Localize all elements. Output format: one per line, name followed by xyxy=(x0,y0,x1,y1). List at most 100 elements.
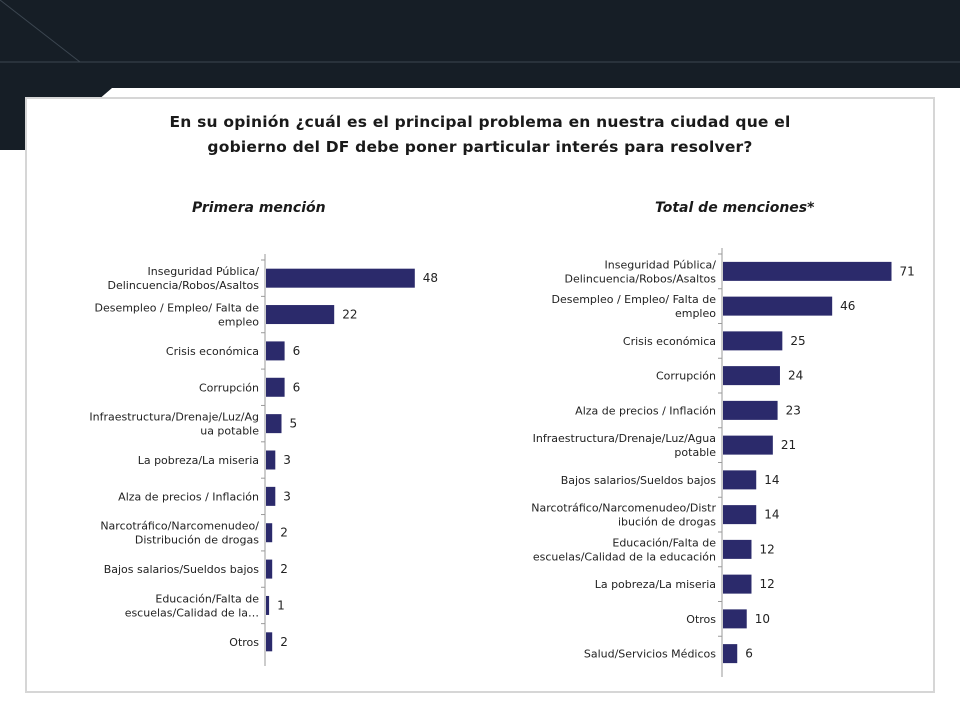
category-label: Infraestructura/Drenaje/Luz/Agua potable xyxy=(533,432,717,459)
category-label: Salud/Servicios Médicos xyxy=(584,648,716,661)
data-label: 48 xyxy=(423,271,438,285)
data-label: 6 xyxy=(293,380,301,394)
bar xyxy=(723,296,833,316)
question-line-1: En su opinión ¿cuál es el principal prob… xyxy=(169,113,791,131)
chart-primera-mencion: 48 Inseguridad Pública/Delincuencia/Robos… xyxy=(89,254,438,666)
data-label: 6 xyxy=(745,647,753,661)
category-label-line: Bajos salarios/Sueldos bajos xyxy=(104,563,260,576)
category-label: Otros xyxy=(686,613,716,626)
bar xyxy=(723,505,757,525)
category-label: Narcotráfico/Narcomenudeo/Distribución d… xyxy=(100,520,259,547)
data-label: 6 xyxy=(293,344,301,358)
bar xyxy=(266,414,282,434)
category-label-line: escuelas/Calidad de la educación xyxy=(533,550,716,563)
bar xyxy=(723,435,773,455)
category-label-line: La pobreza/La miseria xyxy=(595,578,716,591)
category-label: Bajos salarios/Sueldos bajos xyxy=(104,563,260,576)
bar xyxy=(723,261,892,281)
bar xyxy=(266,595,270,615)
bar xyxy=(266,377,285,397)
content-panel xyxy=(25,97,935,693)
chart-title-total: Total de menciones* xyxy=(655,200,815,216)
data-label: 22 xyxy=(342,308,357,322)
data-label: 46 xyxy=(840,299,855,313)
chart-title-primera: Primera mención xyxy=(192,200,326,216)
category-label-line: Bajos salarios/Sueldos bajos xyxy=(561,474,717,487)
data-label: 21 xyxy=(781,438,796,452)
category-label-line: Inseguridad Pública/ xyxy=(605,258,717,271)
category-label-line: Otros xyxy=(686,613,716,626)
category-label-line: Otros xyxy=(229,636,259,649)
category-label-line: ibución de drogas xyxy=(618,516,716,529)
data-label: 12 xyxy=(759,577,774,591)
data-label: 1 xyxy=(277,598,285,612)
category-label: Alza de precios / Inflación xyxy=(118,490,259,503)
category-label-line: potable xyxy=(674,446,716,459)
category-label-line: Alza de precios / Inflación xyxy=(118,490,259,503)
category-label: Otros xyxy=(229,636,259,649)
category-label-line: Inseguridad Pública/ xyxy=(148,265,260,278)
category-label-line: empleo xyxy=(218,316,259,329)
bar xyxy=(266,341,285,361)
category-label-line: Desempleo / Empleo/ Falta de xyxy=(94,302,259,315)
category-label-line: Delincuencia/Robos/Asaltos xyxy=(108,279,260,292)
category-label: Bajos salarios/Sueldos bajos xyxy=(561,474,717,487)
category-label: Alza de precios / Inflación xyxy=(575,404,716,417)
category-label-line: Narcotráfico/Narcomenudeo/Distr xyxy=(531,502,716,515)
category-label: Crisis económica xyxy=(166,345,259,358)
chart-total-menciones: 71 Inseguridad Pública/Delincuencia/Robos… xyxy=(531,248,915,677)
data-label: 71 xyxy=(900,264,915,278)
data-label: 14 xyxy=(764,473,779,487)
bar xyxy=(723,366,780,386)
question-title: En su opinión ¿cuál es el principal prob… xyxy=(130,110,830,160)
category-label-line: Educación/Falta de xyxy=(155,592,259,605)
question-line-2: gobierno del DF debe poner particular in… xyxy=(207,138,753,156)
category-label-line: Desempleo / Empleo/ Falta de xyxy=(551,293,716,306)
category-label-line: Distribución de drogas xyxy=(135,534,259,547)
category-label-line: Corrupción xyxy=(199,381,259,394)
category-label: Desempleo / Empleo/ Falta de empleo xyxy=(551,293,716,320)
bar xyxy=(266,450,276,470)
data-label: 10 xyxy=(755,612,770,626)
data-label: 3 xyxy=(283,453,291,467)
bar xyxy=(723,331,783,351)
bar xyxy=(266,632,273,652)
bar xyxy=(266,268,415,288)
data-label: 5 xyxy=(290,417,298,431)
bar xyxy=(723,609,747,629)
category-label: La pobreza/La miseria xyxy=(138,454,259,467)
data-label: 3 xyxy=(283,489,291,503)
category-label-line: Crisis económica xyxy=(166,345,259,358)
category-label: Inseguridad Pública/Delincuencia/Robos/A… xyxy=(565,258,717,285)
bar xyxy=(723,574,752,594)
data-label: 24 xyxy=(788,369,803,383)
category-label: La pobreza/La miseria xyxy=(595,578,716,591)
bar xyxy=(723,539,752,559)
category-label: Inseguridad Pública/Delincuencia/Robos/A… xyxy=(108,265,260,292)
data-label: 2 xyxy=(280,562,288,576)
bar xyxy=(266,305,335,325)
banner-dark-shape xyxy=(0,0,960,150)
category-label: Corrupción xyxy=(199,381,259,394)
category-label-line: empleo xyxy=(675,307,716,320)
category-label-line: Infraestructura/Drenaje/Luz/Ag xyxy=(89,411,259,424)
bar xyxy=(266,523,273,543)
data-label: 2 xyxy=(280,635,288,649)
bar xyxy=(723,470,757,490)
bar xyxy=(266,559,273,579)
category-label-line: Narcotráfico/Narcomenudeo/ xyxy=(100,520,259,533)
data-label: 14 xyxy=(764,508,779,522)
category-label-line: Crisis económica xyxy=(623,335,716,348)
bar xyxy=(723,400,778,420)
bar xyxy=(723,644,738,664)
category-label: Desempleo / Empleo/ Falta de empleo xyxy=(94,302,259,329)
category-label-line: Corrupción xyxy=(656,370,716,383)
category-label-line: ua potable xyxy=(200,425,259,438)
data-label: 23 xyxy=(786,403,801,417)
category-label: Educación/Falta de escuelas/Calidad de la… xyxy=(125,592,260,619)
bar xyxy=(266,486,276,506)
data-label: 12 xyxy=(759,542,774,556)
category-label-line: Infraestructura/Drenaje/Luz/Agua xyxy=(533,432,716,445)
banner-diagonal-line xyxy=(0,0,81,63)
